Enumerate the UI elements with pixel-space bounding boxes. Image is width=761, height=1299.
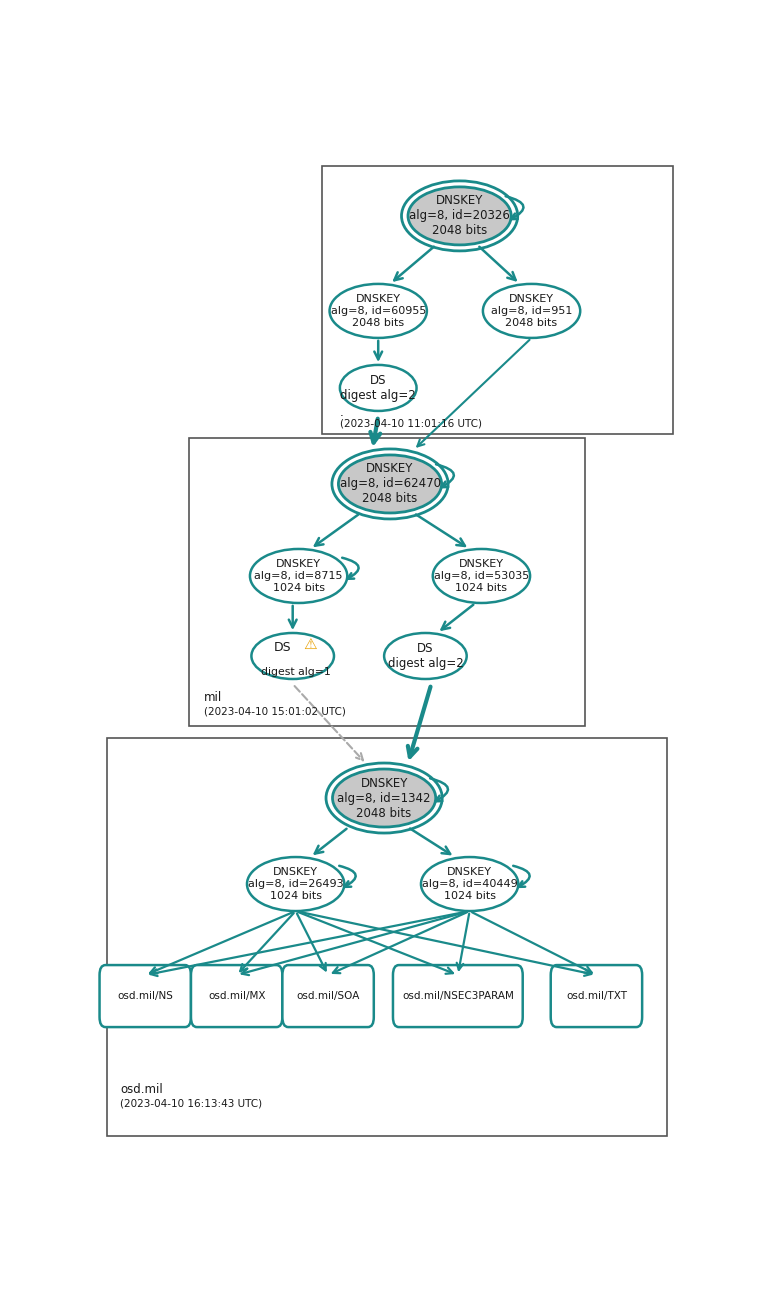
FancyBboxPatch shape — [191, 965, 282, 1028]
Ellipse shape — [250, 549, 347, 603]
Text: osd.mil/SOA: osd.mil/SOA — [296, 991, 360, 1002]
Text: (2023-04-10 11:01:16 UTC): (2023-04-10 11:01:16 UTC) — [340, 420, 482, 429]
Ellipse shape — [483, 284, 580, 338]
Text: (2023-04-10 16:13:43 UTC): (2023-04-10 16:13:43 UTC) — [120, 1098, 262, 1108]
Text: DNSKEY
alg=8, id=53035
1024 bits: DNSKEY alg=8, id=53035 1024 bits — [434, 560, 529, 592]
Text: osd.mil/TXT: osd.mil/TXT — [566, 991, 627, 1002]
Text: DS
digest alg=2: DS digest alg=2 — [340, 374, 416, 401]
Text: DNSKEY
alg=8, id=8715
1024 bits: DNSKEY alg=8, id=8715 1024 bits — [254, 560, 343, 592]
Ellipse shape — [340, 365, 416, 410]
Ellipse shape — [330, 284, 427, 338]
Text: DS
digest alg=2: DS digest alg=2 — [387, 642, 463, 670]
Ellipse shape — [384, 633, 466, 679]
Text: DNSKEY
alg=8, id=40449
1024 bits: DNSKEY alg=8, id=40449 1024 bits — [422, 868, 517, 900]
Text: DNSKEY
alg=8, id=26493
1024 bits: DNSKEY alg=8, id=26493 1024 bits — [248, 868, 343, 900]
Text: DNSKEY
alg=8, id=1342
2048 bits: DNSKEY alg=8, id=1342 2048 bits — [337, 777, 431, 820]
Bar — [322, 166, 673, 434]
Text: osd.mil: osd.mil — [120, 1083, 163, 1096]
Ellipse shape — [251, 633, 334, 679]
FancyBboxPatch shape — [282, 965, 374, 1028]
Ellipse shape — [421, 857, 518, 911]
Text: ⚠: ⚠ — [304, 637, 317, 652]
FancyBboxPatch shape — [100, 965, 191, 1028]
Ellipse shape — [433, 549, 530, 603]
Text: digest alg=1: digest alg=1 — [261, 666, 330, 677]
Ellipse shape — [339, 455, 441, 513]
Ellipse shape — [247, 857, 344, 911]
Text: mil: mil — [204, 691, 222, 704]
FancyBboxPatch shape — [393, 965, 523, 1028]
Text: osd.mil/NSEC3PARAM: osd.mil/NSEC3PARAM — [402, 991, 514, 1002]
Text: DNSKEY
alg=8, id=20326
2048 bits: DNSKEY alg=8, id=20326 2048 bits — [409, 195, 510, 238]
Ellipse shape — [408, 187, 511, 246]
Bar — [107, 738, 667, 1137]
Ellipse shape — [333, 769, 436, 827]
Bar — [189, 438, 584, 726]
Text: DNSKEY
alg=8, id=951
2048 bits: DNSKEY alg=8, id=951 2048 bits — [491, 295, 572, 327]
Text: osd.mil/MX: osd.mil/MX — [208, 991, 266, 1002]
Text: DNSKEY
alg=8, id=62470
2048 bits: DNSKEY alg=8, id=62470 2048 bits — [339, 462, 441, 505]
Text: osd.mil/NS: osd.mil/NS — [117, 991, 174, 1002]
Text: DS: DS — [273, 642, 291, 655]
Text: (2023-04-10 15:01:02 UTC): (2023-04-10 15:01:02 UTC) — [204, 707, 346, 716]
FancyBboxPatch shape — [551, 965, 642, 1028]
Text: DNSKEY
alg=8, id=60955
2048 bits: DNSKEY alg=8, id=60955 2048 bits — [330, 295, 426, 327]
Text: .: . — [340, 407, 344, 420]
